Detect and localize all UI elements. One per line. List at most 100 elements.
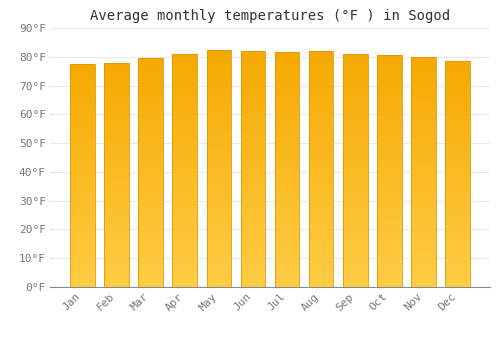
Bar <box>343 95 367 98</box>
Bar <box>70 164 94 167</box>
Bar <box>446 208 470 211</box>
Bar <box>275 64 299 67</box>
Bar <box>377 229 402 232</box>
Bar <box>275 237 299 240</box>
Bar <box>138 270 163 273</box>
Bar <box>446 101 470 104</box>
Bar <box>343 74 367 77</box>
Bar <box>343 98 367 100</box>
Bar <box>377 200 402 203</box>
Bar <box>138 284 163 287</box>
Bar <box>138 184 163 187</box>
Bar <box>275 258 299 261</box>
Bar <box>446 267 470 270</box>
Bar <box>412 83 436 86</box>
Bar <box>412 80 436 83</box>
Bar <box>275 138 299 140</box>
Bar <box>377 261 402 264</box>
Bar <box>377 206 402 209</box>
Bar <box>275 193 299 196</box>
Bar <box>377 284 402 287</box>
Bar <box>412 201 436 204</box>
Bar <box>275 97 299 99</box>
Bar <box>377 119 402 122</box>
Bar <box>240 157 265 160</box>
Bar <box>104 155 128 158</box>
Bar <box>172 223 197 226</box>
Bar <box>275 261 299 264</box>
Bar <box>309 243 334 246</box>
Bar <box>138 164 163 167</box>
Bar <box>104 91 128 93</box>
Bar <box>172 208 197 211</box>
Bar <box>138 190 163 193</box>
Bar <box>172 57 197 60</box>
Bar <box>240 95 265 98</box>
Bar <box>240 83 265 86</box>
Bar <box>70 145 94 148</box>
Bar <box>138 150 163 153</box>
Bar <box>172 106 197 109</box>
Bar <box>138 96 163 98</box>
Bar <box>70 206 94 209</box>
Bar <box>138 141 163 144</box>
Bar <box>412 57 436 287</box>
Bar <box>412 98 436 100</box>
Bar <box>70 111 94 114</box>
Bar <box>240 240 265 243</box>
Bar <box>70 195 94 198</box>
Bar <box>206 56 231 58</box>
Bar <box>309 128 334 131</box>
Bar <box>412 120 436 124</box>
Bar <box>206 239 231 243</box>
Bar <box>240 145 265 148</box>
Bar <box>275 158 299 161</box>
Bar <box>446 188 470 191</box>
Bar <box>104 256 128 259</box>
Bar <box>172 270 197 272</box>
Bar <box>172 267 197 270</box>
Bar <box>240 234 265 237</box>
Bar <box>446 115 470 118</box>
Bar <box>275 217 299 219</box>
Bar <box>70 281 94 284</box>
Bar <box>377 267 402 270</box>
Bar <box>172 278 197 281</box>
Bar <box>343 249 367 252</box>
Bar <box>172 168 197 170</box>
Bar <box>172 109 197 112</box>
Bar <box>446 242 470 245</box>
Bar <box>70 251 94 253</box>
Bar <box>343 173 367 176</box>
Bar <box>104 77 128 79</box>
Bar <box>206 88 231 91</box>
Bar <box>275 79 299 82</box>
Bar <box>343 240 367 243</box>
Bar <box>377 191 402 194</box>
Bar <box>172 264 197 267</box>
Bar <box>309 110 334 113</box>
Bar <box>412 253 436 256</box>
Bar <box>104 231 128 234</box>
Bar <box>343 77 367 80</box>
Bar <box>446 186 470 188</box>
Bar <box>275 205 299 208</box>
Bar <box>240 216 265 219</box>
Bar <box>206 248 231 251</box>
Bar <box>104 116 128 119</box>
Bar <box>377 160 402 162</box>
Bar <box>70 173 94 175</box>
Bar <box>412 215 436 218</box>
Bar <box>206 142 231 145</box>
Bar <box>343 147 367 150</box>
Bar <box>70 64 94 287</box>
Bar <box>412 241 436 244</box>
Bar <box>206 68 231 70</box>
Bar <box>70 248 94 251</box>
Bar <box>309 119 334 122</box>
Bar <box>377 96 402 99</box>
Bar <box>240 92 265 95</box>
Bar <box>309 51 334 54</box>
Bar <box>70 128 94 131</box>
Bar <box>446 225 470 228</box>
